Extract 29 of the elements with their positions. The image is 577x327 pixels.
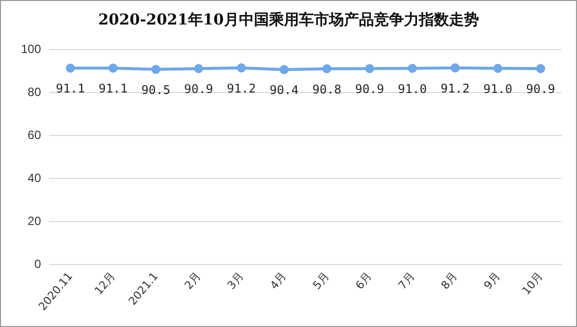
data-label: 90.8 bbox=[312, 82, 342, 96]
chart-title: 2020-2021年10月中国乘用车市场产品竞争力指数走势 bbox=[98, 10, 479, 28]
y-tick-label: 100 bbox=[20, 42, 42, 56]
x-tick-label: 4月 bbox=[268, 270, 290, 292]
data-label: 90.9 bbox=[184, 82, 214, 96]
data-label: 90.9 bbox=[526, 82, 556, 96]
data-label: 91.0 bbox=[398, 82, 427, 96]
data-label: 91.1 bbox=[56, 82, 85, 96]
data-label: 90.5 bbox=[141, 82, 170, 97]
x-tick-label: 5月 bbox=[310, 270, 332, 292]
x-tick-label: 2月 bbox=[182, 270, 204, 292]
data-label: 91.0 bbox=[483, 82, 512, 96]
x-tick-label: 10月 bbox=[520, 270, 546, 298]
x-tick-label: 12月 bbox=[92, 270, 118, 298]
data-label: 91.1 bbox=[98, 82, 128, 96]
data-label: 91.2 bbox=[440, 81, 470, 96]
data-label: 90.9 bbox=[355, 82, 384, 96]
x-tick-label: 3月 bbox=[224, 270, 246, 292]
y-tick-label: 40 bbox=[28, 171, 42, 185]
y-tick-label: 20 bbox=[28, 214, 42, 228]
x-tick-label: 7月 bbox=[396, 270, 418, 292]
data-label: 90.4 bbox=[270, 83, 299, 98]
x-tick-label: 9月 bbox=[481, 270, 503, 292]
y-tick-label: 80 bbox=[28, 85, 42, 99]
data-label: 91.2 bbox=[226, 81, 256, 96]
y-tick-label: 0 bbox=[34, 257, 42, 271]
y-tick-label: 60 bbox=[28, 128, 42, 142]
x-tick-label: 8月 bbox=[438, 270, 460, 292]
x-tick-label: 6月 bbox=[353, 270, 375, 292]
